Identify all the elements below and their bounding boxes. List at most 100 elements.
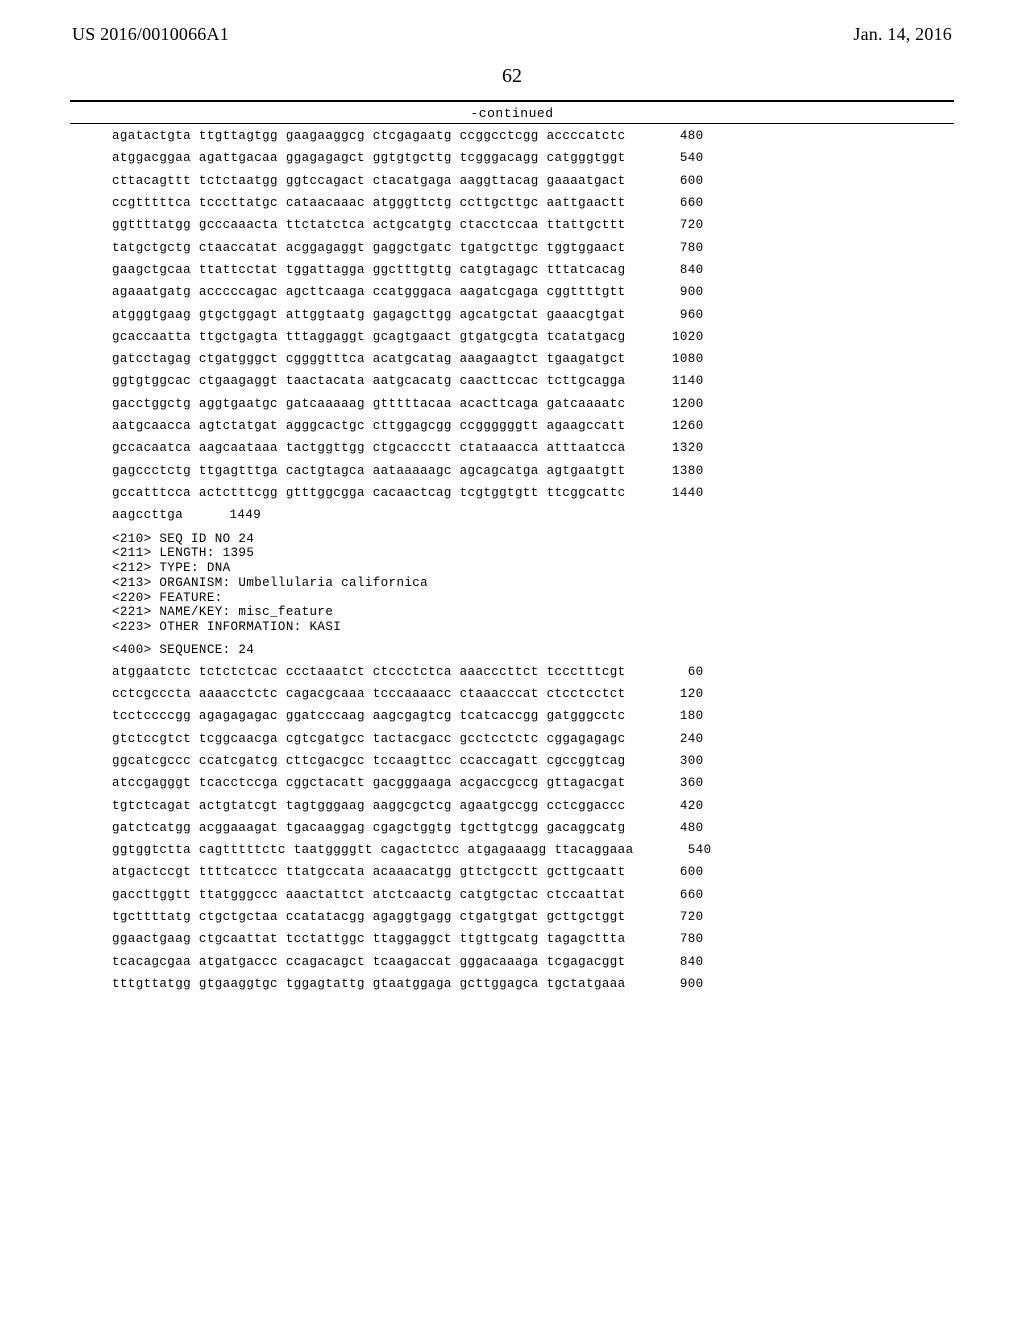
sequence-position: 780 <box>644 933 704 946</box>
sequence-line: agatactgta ttgttagtgg gaagaaggcg ctcgaga… <box>112 130 954 143</box>
sequence-line: gagccctctg ttgagtttga cactgtagca aataaaa… <box>112 465 954 478</box>
sequence-text: aagccttga <box>112 509 183 522</box>
sequence-position: 840 <box>644 264 704 277</box>
sequence-text: tatgctgctg ctaaccatat acggagaggt gaggctg… <box>112 242 626 255</box>
sequence-line: gcaccaatta ttgctgagta tttaggaggt gcagtga… <box>112 331 954 344</box>
sequence-line: gccacaatca aagcaataaa tactggttgg ctgcacc… <box>112 442 954 455</box>
sequence-position: 420 <box>644 800 704 813</box>
sequence-text: agatactgta ttgttagtgg gaagaaggcg ctcgaga… <box>112 130 626 143</box>
sequence-position: 540 <box>644 152 704 165</box>
sequence-text: gatctcatgg acggaaagat tgacaaggag cgagctg… <box>112 822 626 835</box>
continued-label: -continued <box>70 106 954 121</box>
page-root: US 2016/0010066A1 Jan. 14, 2016 62 -cont… <box>0 0 1024 1320</box>
page-header: US 2016/0010066A1 Jan. 14, 2016 <box>70 24 954 45</box>
sequence-position: 600 <box>644 866 704 879</box>
sequence-text: tcctccccgg agagagagac ggatcccaag aagcgag… <box>112 710 626 723</box>
sequence-line: gacctggctg aggtgaatgc gatcaaaaag gttttta… <box>112 398 954 411</box>
sequence-position: 1260 <box>644 420 704 433</box>
sequence-text: ggtgtggcac ctgaagaggt taactacata aatgcac… <box>112 375 626 388</box>
sequence-line: gtctccgtct tcggcaacga cgtcgatgcc tactacg… <box>112 733 954 746</box>
sequence-text: agaaatgatg acccccagac agcttcaaga ccatggg… <box>112 286 626 299</box>
sequence-position: 360 <box>644 777 704 790</box>
sequence-position: 540 <box>651 844 711 857</box>
sequence-position: 1080 <box>644 353 704 366</box>
sequence-position: 1440 <box>644 487 704 500</box>
sequence-position: 960 <box>644 309 704 322</box>
sequence-text: ggaactgaag ctgcaattat tcctattggc ttaggag… <box>112 933 626 946</box>
sequence-line: tatgctgctg ctaaccatat acggagaggt gaggctg… <box>112 242 954 255</box>
sequence-line: gatcctagag ctgatgggct cggggtttca acatgca… <box>112 353 954 366</box>
sequence-position: 180 <box>644 710 704 723</box>
sequence-line: ggttttatgg gcccaaacta ttctatctca actgcat… <box>112 219 954 232</box>
sequence-position: 780 <box>644 242 704 255</box>
sequence-position: 900 <box>644 286 704 299</box>
sequence-line: tcacagcgaa atgatgaccc ccagacagct tcaagac… <box>112 956 954 969</box>
sequence-text: gccatttcca actctttcgg gtttggcgga cacaact… <box>112 487 626 500</box>
sequence-text: gacctggctg aggtgaatgc gatcaaaaag gttttta… <box>112 398 626 411</box>
sequence-text: gccacaatca aagcaataaa tactggttgg ctgcacc… <box>112 442 626 455</box>
sequence-header: <400> SEQUENCE: 24 <box>112 643 954 658</box>
sequence-position: 660 <box>644 889 704 902</box>
sequence-line: ggcatcgccc ccatcgatcg cttcgacgcc tccaagt… <box>112 755 954 768</box>
sequence-text: atgggtgaag gtgctggagt attggtaatg gagagct… <box>112 309 626 322</box>
sequence-position: 900 <box>644 978 704 991</box>
sequence-block-1: agatactgta ttgttagtgg gaagaaggcg ctcgaga… <box>112 130 954 522</box>
meta-block: <210> SEQ ID NO 24 <211> LENGTH: 1395 <2… <box>112 532 954 635</box>
sequence-text: cctcgcccta aaaacctctc cagacgcaaa tcccaaa… <box>112 688 626 701</box>
sequence-line: atgactccgt ttttcatccc ttatgccata acaaaca… <box>112 866 954 879</box>
sequence-line: tcctccccgg agagagagac ggatcccaag aagcgag… <box>112 710 954 723</box>
sequence-line: cctcgcccta aaaacctctc cagacgcaaa tcccaaa… <box>112 688 954 701</box>
sequence-position: 600 <box>644 175 704 188</box>
sequence-line: ggaactgaag ctgcaattat tcctattggc ttaggag… <box>112 933 954 946</box>
sequence-position: 1449 <box>201 509 261 522</box>
sequence-text: atgactccgt ttttcatccc ttatgccata acaaaca… <box>112 866 626 879</box>
sequence-line: gccatttcca actctttcgg gtttggcgga cacaact… <box>112 487 954 500</box>
sequence-position: 1020 <box>644 331 704 344</box>
sequence-position: 1200 <box>644 398 704 411</box>
sequence-line: gaagctgcaa ttattcctat tggattagga ggctttg… <box>112 264 954 277</box>
sequence-position: 1320 <box>644 442 704 455</box>
sequence-line: atgggtgaag gtgctggagt attggtaatg gagagct… <box>112 309 954 322</box>
sequence-text: aatgcaacca agtctatgat agggcactgc cttggag… <box>112 420 626 433</box>
sequence-position: 720 <box>644 219 704 232</box>
publication-date: Jan. 14, 2016 <box>853 24 952 45</box>
sequence-text: gtctccgtct tcggcaacga cgtcgatgcc tactacg… <box>112 733 626 746</box>
sequence-text: atggacggaa agattgacaa ggagagagct ggtgtgc… <box>112 152 626 165</box>
sequence-position: 1380 <box>644 465 704 478</box>
sequence-position: 480 <box>644 822 704 835</box>
sequence-position: 480 <box>644 130 704 143</box>
sequence-text: ggtggtctta cagtttttctc taatggggtt cagact… <box>112 844 633 857</box>
sequence-text: tttgttatgg gtgaaggtgc tggagtattg gtaatgg… <box>112 978 626 991</box>
sequence-line: atggaatctc tctctctcac ccctaaatct ctccctc… <box>112 666 954 679</box>
sequence-text: atggaatctc tctctctcac ccctaaatct ctccctc… <box>112 666 626 679</box>
sequence-text: gcaccaatta ttgctgagta tttaggaggt gcagtga… <box>112 331 626 344</box>
sequence-line: atccgagggt tcacctccga cggctacatt gacggga… <box>112 777 954 790</box>
sequence-line: ccgtttttca tcccttatgc cataacaaac atgggtt… <box>112 197 954 210</box>
sequence-text: ggcatcgccc ccatcgatcg cttcgacgcc tccaagt… <box>112 755 626 768</box>
sequence-line: aatgcaacca agtctatgat agggcactgc cttggag… <box>112 420 954 433</box>
sequence-block-2: atggaatctc tctctctcac ccctaaatct ctccctc… <box>112 666 954 992</box>
sequence-text: tgtctcagat actgtatcgt tagtgggaag aaggcgc… <box>112 800 626 813</box>
sequence-position: 720 <box>644 911 704 924</box>
sequence-line: ggtgtggcac ctgaagaggt taactacata aatgcac… <box>112 375 954 388</box>
sequence-line: atggacggaa agattgacaa ggagagagct ggtgtgc… <box>112 152 954 165</box>
sequence-text: gatcctagag ctgatgggct cggggtttca acatgca… <box>112 353 626 366</box>
sequence-position: 60 <box>644 666 704 679</box>
sequence-line: agaaatgatg acccccagac agcttcaaga ccatggg… <box>112 286 954 299</box>
sequence-text: gagccctctg ttgagtttga cactgtagca aataaaa… <box>112 465 626 478</box>
sequence-position: 660 <box>644 197 704 210</box>
sequence-line: ggtggtctta cagtttttctc taatggggtt cagact… <box>112 844 954 857</box>
sequence-text: atccgagggt tcacctccga cggctacatt gacggga… <box>112 777 626 790</box>
sequence-line: tgtctcagat actgtatcgt tagtgggaag aaggcgc… <box>112 800 954 813</box>
publication-number: US 2016/0010066A1 <box>72 24 229 45</box>
sequence-line: gatctcatgg acggaaagat tgacaaggag cgagctg… <box>112 822 954 835</box>
sequence-text: ggttttatgg gcccaaacta ttctatctca actgcat… <box>112 219 626 232</box>
sequence-position: 1140 <box>644 375 704 388</box>
sequence-text: ccgtttttca tcccttatgc cataacaaac atgggtt… <box>112 197 626 210</box>
sequence-line: gaccttggtt ttatgggccc aaactattct atctcaa… <box>112 889 954 902</box>
sequence-text: gaagctgcaa ttattcctat tggattagga ggctttg… <box>112 264 626 277</box>
sequence-text: cttacagttt tctctaatgg ggtccagact ctacatg… <box>112 175 626 188</box>
sequence-line: tttgttatgg gtgaaggtgc tggagtattg gtaatgg… <box>112 978 954 991</box>
sequence-text: tcacagcgaa atgatgaccc ccagacagct tcaagac… <box>112 956 626 969</box>
sequence-position: 120 <box>644 688 704 701</box>
